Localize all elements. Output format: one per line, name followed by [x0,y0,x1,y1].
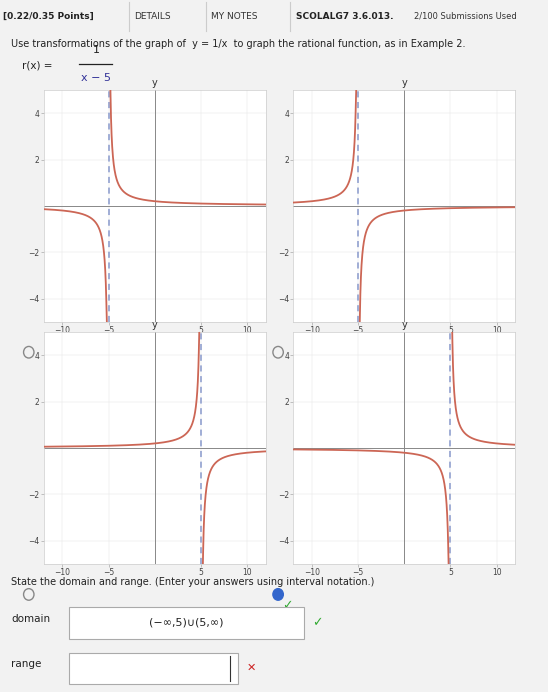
Text: State the domain and range. (Enter your answers using interval notation.): State the domain and range. (Enter your … [11,577,374,587]
Text: x − 5: x − 5 [81,73,111,83]
Circle shape [273,589,283,600]
Text: [0.22/0.35 Points]: [0.22/0.35 Points] [3,12,94,21]
Text: Use transformations of the graph of  y = 1/x  to graph the rational function, as: Use transformations of the graph of y = … [11,39,465,48]
Text: ✓: ✓ [282,599,293,612]
Text: (−∞,5)∪(5,∞): (−∞,5)∪(5,∞) [149,618,224,628]
Text: 2/100 Submissions Used: 2/100 Submissions Used [414,12,516,21]
Text: ✓: ✓ [312,617,323,630]
Text: SCOLALG7 3.6.013.: SCOLALG7 3.6.013. [296,12,393,21]
Text: domain: domain [11,614,50,624]
Text: y: y [401,78,407,88]
Text: 1: 1 [93,45,99,55]
Text: range: range [11,659,41,669]
Text: y: y [152,78,158,88]
Text: ✕: ✕ [247,663,256,673]
Text: y: y [152,320,158,330]
FancyBboxPatch shape [68,653,238,684]
Text: y: y [401,320,407,330]
Text: MY NOTES: MY NOTES [211,12,258,21]
Text: r(x) =: r(x) = [22,60,53,71]
FancyBboxPatch shape [68,607,304,639]
Text: DETAILS: DETAILS [134,12,171,21]
